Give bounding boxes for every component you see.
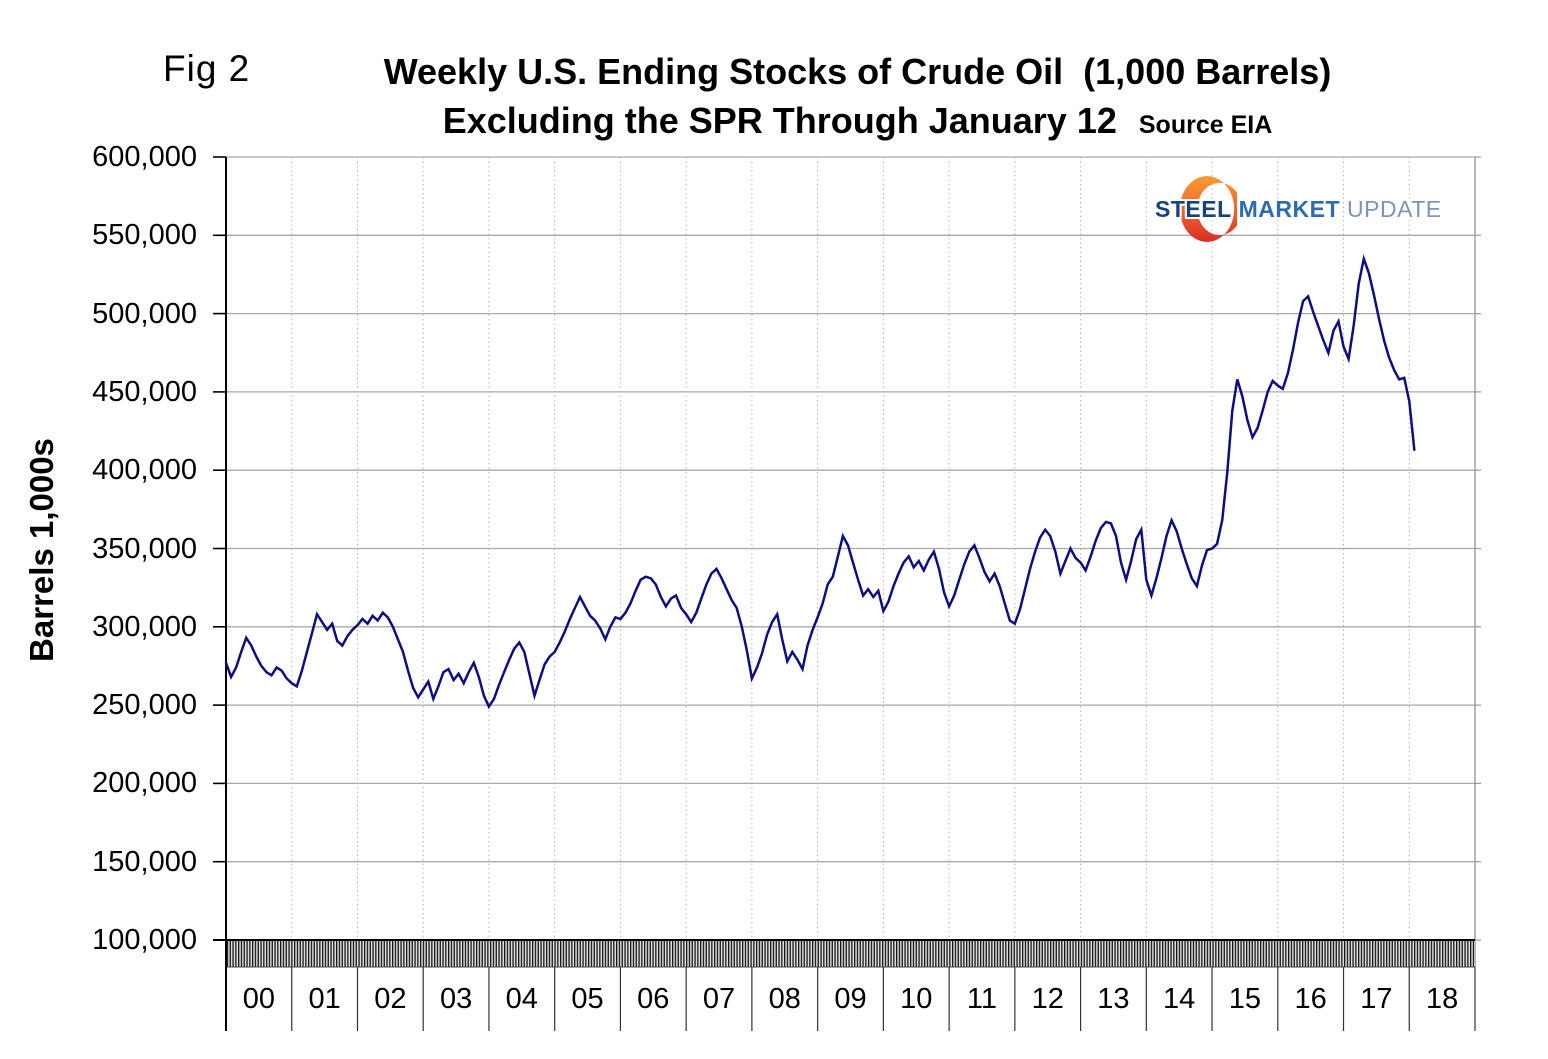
chart-title-line1: Weekly U.S. Ending Stocks of Crude Oil (… (383, 51, 1332, 92)
x-year-label: 10 (900, 983, 933, 1015)
x-year-label: 01 (308, 983, 341, 1015)
y-tick-label: 450,000 (92, 375, 197, 408)
x-year-label: 13 (1097, 983, 1130, 1015)
x-year-label: 07 (702, 983, 736, 1015)
x-year-label: 06 (637, 983, 670, 1015)
y-tick-label: 150,000 (92, 845, 197, 878)
x-year-label: 08 (768, 983, 801, 1015)
y-tick-label: 400,000 (92, 454, 197, 487)
x-year-label: 12 (1031, 983, 1064, 1015)
title-block: Weekly U.S. Ending Stocks of Crude Oil (… (240, 48, 1475, 145)
x-year-label: 02 (374, 983, 407, 1015)
x-year-label: 18 (1425, 983, 1459, 1015)
x-year-label: 00 (242, 983, 275, 1015)
y-tick-label: 500,000 (92, 297, 197, 330)
logo-crescent-icon (1179, 176, 1237, 242)
y-tick-label: 250,000 (92, 689, 197, 722)
y-tick-label: 100,000 (92, 924, 197, 956)
x-year-label: 15 (1228, 983, 1262, 1015)
x-year-label: 04 (505, 983, 538, 1015)
crude-oil-stocks-series-line (224, 254, 1416, 710)
y-tick-label: 350,000 (92, 532, 197, 565)
logo-word-steel: STEEL (1155, 196, 1232, 222)
y-tick-label: 200,000 (92, 767, 197, 800)
x-year-label: 03 (439, 983, 473, 1015)
logo-wordmark: STEEL MARKET UPDATE (1155, 196, 1442, 223)
y-tick-label: 600,000 (92, 141, 197, 173)
x-year-label: 14 (1163, 983, 1196, 1015)
source-label: Source EIA (1138, 110, 1273, 139)
x-year-label: 05 (571, 983, 604, 1015)
weekly-ticks-band (226, 940, 1475, 967)
logo-word-market: MARKET (1238, 196, 1341, 222)
figure-number-label: Fig 2 (163, 48, 251, 89)
chart-title-line2: Excluding the SPR Through January 12 (442, 99, 1117, 141)
y-tick-label: 550,000 (92, 219, 197, 252)
x-year-label: 17 (1360, 983, 1393, 1015)
logo-word-update: UPDATE (1347, 196, 1442, 222)
x-year-label: 16 (1294, 983, 1327, 1015)
x-year-label: 09 (834, 983, 867, 1015)
steel-market-update-logo: STEEL MARKET UPDATE (1152, 172, 1441, 248)
y-tick-label: 300,000 (92, 610, 197, 643)
x-year-label: 11 (966, 983, 998, 1015)
